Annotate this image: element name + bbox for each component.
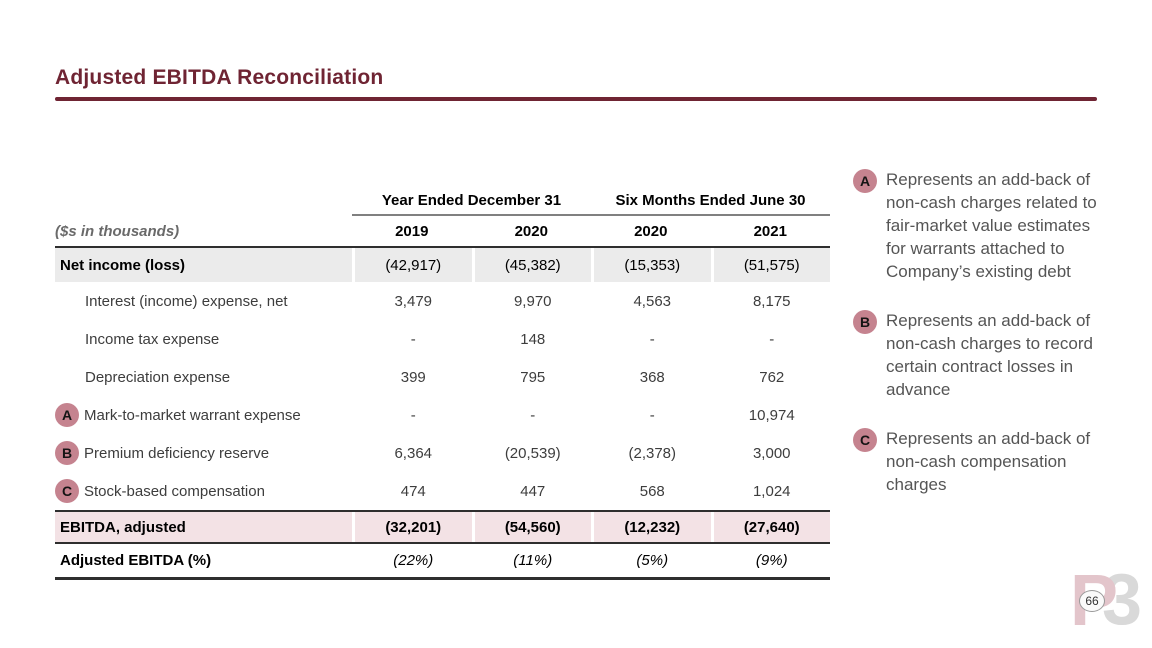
value-cell: 9,970 [471, 282, 592, 320]
row-label-cell: C Stock-based compensation [55, 472, 352, 510]
value-cell: 8,175 [710, 282, 831, 320]
value-cell: - [710, 320, 831, 358]
value-cell: 3,000 [710, 434, 831, 472]
column-group-header-row: Year Ended December 31 Six Months Ended … [55, 186, 830, 214]
year-header: 2021 [753, 222, 787, 240]
table-row: Interest (income) expense, net 3,479 9,9… [55, 282, 830, 320]
table-row: EBITDA, adjusted (32,201) (54,560) (12,2… [55, 510, 830, 544]
row-label-cell: Depreciation expense [55, 358, 352, 396]
table-row: Income tax expense - 148 - - [55, 320, 830, 358]
value-cell: 474 [352, 472, 472, 510]
value-cell: (54,560) [471, 512, 591, 542]
value-cell: (22%) [352, 544, 472, 577]
value-cell: 762 [710, 358, 831, 396]
value-cell: 368 [591, 358, 711, 396]
value-cell: (27,640) [710, 512, 830, 542]
value-cell: (9%) [710, 544, 831, 577]
footnote-badge: A [853, 169, 877, 193]
header-rule [55, 246, 830, 248]
value-cell: - [591, 396, 711, 434]
ebitda-reconciliation-table: Year Ended December 31 Six Months Ended … [55, 186, 830, 580]
value-cell: 6,364 [352, 434, 472, 472]
row-label: Depreciation expense [85, 368, 231, 386]
p3-logo: 3 P 66 [1064, 564, 1152, 642]
value-cell: (42,917) [352, 248, 472, 282]
year-header: 2020 [514, 222, 548, 240]
footnote-marker-badge: C [55, 479, 79, 503]
row-label-cell: EBITDA, adjusted [55, 512, 352, 542]
value-cell: 399 [352, 358, 472, 396]
footnote-marker-badge: B [55, 441, 79, 465]
units-label: ($s in thousands) [55, 222, 180, 240]
page-title: Adjusted EBITDA Reconciliation [55, 66, 384, 89]
row-label: Premium deficiency reserve [84, 444, 270, 462]
logo-letter-3: 3 [1102, 560, 1143, 640]
value-cell: - [352, 320, 472, 358]
footnote-text: Represents an add-back of non-cash charg… [886, 170, 1097, 281]
value-cell: 447 [471, 472, 592, 510]
footnote-badge: C [853, 428, 877, 452]
table-row: B Premium deficiency reserve 6,364 (20,5… [55, 434, 830, 472]
footnote-text: Represents an add-back of non-cash charg… [886, 311, 1093, 399]
row-label-cell: Net income (loss) [55, 248, 352, 282]
title-underline [55, 97, 1097, 101]
footnote: C Represents an add-back of non-cash com… [853, 427, 1113, 496]
table-row: C Stock-based compensation 474 447 568 1… [55, 472, 830, 510]
footnote-text: Represents an add-back of non-cash compe… [886, 429, 1091, 494]
table-row: Depreciation expense 399 795 368 762 [55, 358, 830, 396]
value-cell: 148 [471, 320, 592, 358]
row-label: Income tax expense [85, 330, 220, 348]
table-row: A Mark-to-market warrant expense - - - 1… [55, 396, 830, 434]
row-label: Net income (loss) [60, 256, 186, 274]
page-number-badge: 66 [1079, 590, 1105, 612]
footnote: A Represents an add-back of non-cash cha… [853, 168, 1113, 283]
row-label-cell: Interest (income) expense, net [55, 282, 352, 320]
value-cell: 568 [591, 472, 711, 510]
value-cell: - [591, 320, 711, 358]
row-label: Stock-based compensation [84, 482, 265, 500]
value-cell: 3,479 [352, 282, 472, 320]
value-cell: (15,353) [591, 248, 711, 282]
row-label: EBITDA, adjusted [60, 518, 186, 536]
row-label-cell: Adjusted EBITDA (%) [55, 544, 352, 577]
footnote: B Represents an add-back of non-cash cha… [853, 309, 1113, 401]
row-label: Mark-to-market warrant expense [84, 406, 301, 424]
value-cell: 10,974 [710, 396, 831, 434]
year-header-row: ($s in thousands) 2019 2020 2020 2021 [55, 216, 830, 246]
value-cell: (32,201) [352, 512, 472, 542]
year-header: 2020 [634, 222, 668, 240]
value-cell: - [471, 396, 592, 434]
value-cell: - [352, 396, 472, 434]
column-group-rule [352, 214, 830, 216]
value-cell: (20,539) [471, 434, 592, 472]
value-cell: (2,378) [591, 434, 711, 472]
value-cell: 1,024 [710, 472, 831, 510]
value-cell: (12,232) [591, 512, 711, 542]
value-cell: (51,575) [710, 248, 830, 282]
column-group-year-ended: Year Ended December 31 [381, 191, 562, 209]
footnote-badge: B [853, 310, 877, 334]
table-row: Adjusted EBITDA (%) (22%) (11%) (5%) (9%… [55, 544, 830, 580]
value-cell: 4,563 [591, 282, 711, 320]
value-cell: (5%) [591, 544, 711, 577]
row-label-cell: Income tax expense [55, 320, 352, 358]
row-label-cell: B Premium deficiency reserve [55, 434, 352, 472]
table-row: Net income (loss) (42,917) (45,382) (15,… [55, 248, 830, 282]
value-cell: (45,382) [471, 248, 591, 282]
value-cell: (11%) [471, 544, 592, 577]
row-label: Adjusted EBITDA (%) [60, 552, 212, 569]
footnotes-panel: A Represents an add-back of non-cash cha… [853, 168, 1113, 522]
row-label: Interest (income) expense, net [85, 292, 288, 310]
row-label-cell: A Mark-to-market warrant expense [55, 396, 352, 434]
value-cell: 795 [471, 358, 592, 396]
column-group-six-months: Six Months Ended June 30 [615, 191, 806, 209]
footnote-marker-badge: A [55, 403, 79, 427]
table-body: Net income (loss) (42,917) (45,382) (15,… [55, 248, 830, 580]
year-header: 2019 [395, 222, 429, 240]
